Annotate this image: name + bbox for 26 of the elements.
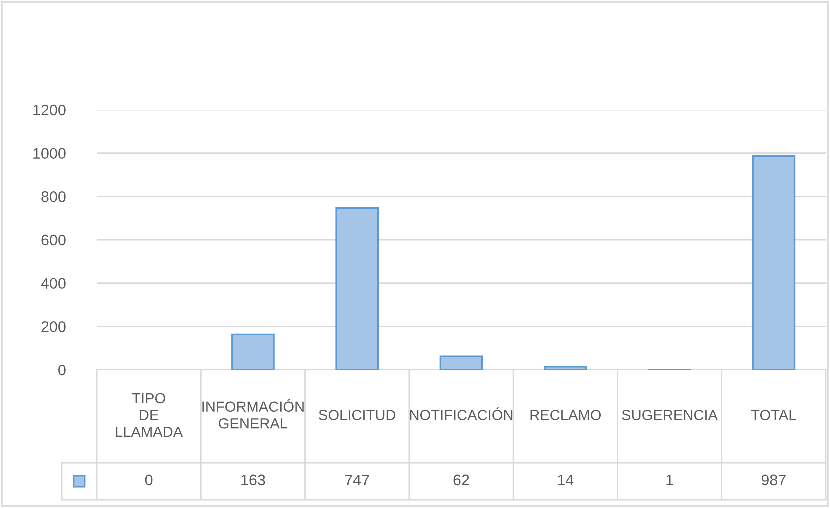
x-tick-label: INFORMACIÓN GENERAL bbox=[202, 399, 304, 429]
data-label: 987 bbox=[762, 474, 786, 486]
y-tick-label: 600 bbox=[42, 234, 66, 246]
bar bbox=[440, 356, 484, 370]
y-tick-label: 200 bbox=[42, 322, 66, 332]
data-label: 1 bbox=[666, 474, 674, 486]
data-label: 747 bbox=[345, 474, 370, 486]
y-tick-label: 1200 bbox=[34, 104, 66, 116]
bar bbox=[336, 207, 380, 370]
bar bbox=[752, 155, 796, 370]
y-tick-label: 0 bbox=[58, 364, 66, 376]
data-label: 163 bbox=[242, 474, 266, 486]
bar bbox=[544, 366, 588, 370]
x-tick-label: SUGERENCIA bbox=[622, 410, 718, 420]
data-label: 14 bbox=[558, 474, 574, 486]
x-tick-label: TOTAL bbox=[751, 410, 796, 420]
x-tick-label: RECLAMO bbox=[530, 410, 602, 420]
data-label: 62 bbox=[454, 474, 470, 486]
x-tick-label: NOTIFICACIÓN bbox=[410, 408, 513, 420]
y-tick-label: 1000 bbox=[34, 148, 66, 160]
data-label: 0 bbox=[145, 474, 153, 486]
x-tick-label: SOLICITUD bbox=[319, 410, 396, 420]
x-tick-label: TIPO DE LLAMADA bbox=[116, 393, 184, 438]
bar bbox=[232, 334, 275, 370]
y-tick-label: 400 bbox=[41, 278, 66, 290]
y-tick-label: 800 bbox=[42, 192, 66, 202]
